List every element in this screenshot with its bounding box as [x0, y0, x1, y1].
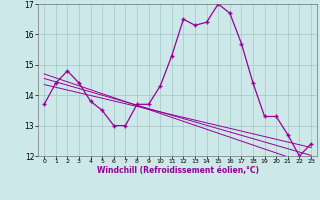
- X-axis label: Windchill (Refroidissement éolien,°C): Windchill (Refroidissement éolien,°C): [97, 166, 259, 175]
